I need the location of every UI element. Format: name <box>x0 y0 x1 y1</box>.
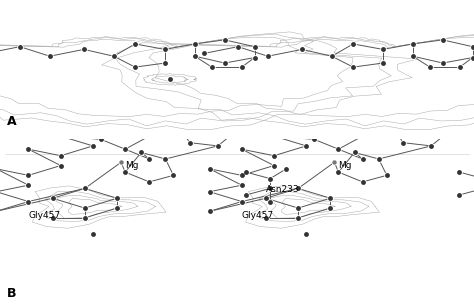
Text: Mg: Mg <box>338 161 352 170</box>
Text: A: A <box>7 115 17 129</box>
Text: Gly457: Gly457 <box>28 211 61 220</box>
Text: Asn233: Asn233 <box>0 305 1 306</box>
Text: Asp454: Asp454 <box>0 305 1 306</box>
Text: Mg: Mg <box>125 161 138 170</box>
Text: Thr186: Thr186 <box>0 305 1 306</box>
Text: Gly457: Gly457 <box>242 211 274 220</box>
Text: Asn233: Asn233 <box>266 185 300 194</box>
Text: Thr186: Thr186 <box>0 305 1 306</box>
Text: B: B <box>7 287 17 300</box>
Text: Asp454: Asp454 <box>0 305 1 306</box>
